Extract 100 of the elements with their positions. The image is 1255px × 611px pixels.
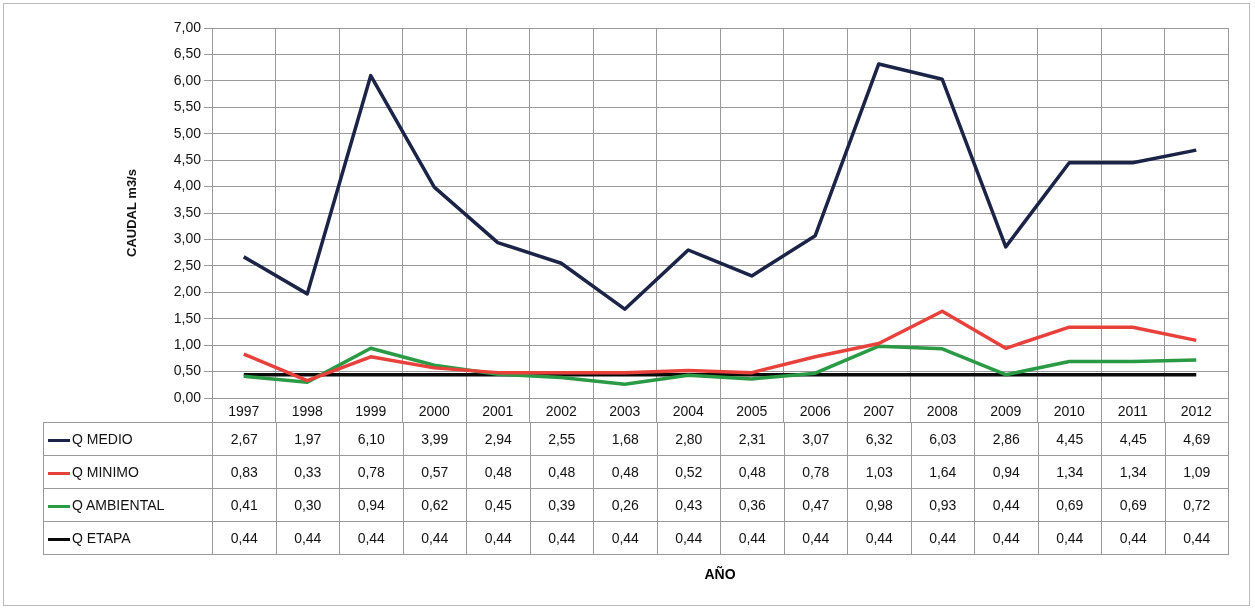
data-label: 0,44 — [1165, 521, 1229, 555]
data-label: 0,44 — [339, 521, 403, 555]
y-tick-label: 6,50 — [173, 45, 202, 62]
data-label: 0,48 — [530, 455, 594, 489]
y-tick-label: 5,00 — [173, 124, 202, 141]
x-tick-label: 2012 — [1180, 403, 1213, 420]
data-label: 0,30 — [276, 488, 340, 522]
x-tick-label: 2002 — [545, 403, 578, 420]
data-label: 0,69 — [1101, 488, 1165, 522]
data-label: 1,68 — [593, 422, 657, 456]
data-label: 0,44 — [403, 521, 467, 555]
data-label: 2,86 — [974, 422, 1038, 456]
data-label: 6,10 — [339, 422, 403, 456]
data-label: 0,45 — [466, 488, 530, 522]
data-label: 6,32 — [847, 422, 911, 456]
data-label: 4,45 — [1101, 422, 1165, 456]
data-label: 0,36 — [720, 488, 784, 522]
data-label: 0,52 — [657, 455, 721, 489]
legend-label: Q MEDIO — [43, 422, 213, 456]
data-label: 0,33 — [276, 455, 340, 489]
data-label: 1,64 — [911, 455, 975, 489]
data-label: 0,94 — [339, 488, 403, 522]
x-tick-label: 1997 — [228, 403, 260, 420]
data-label: 0,44 — [657, 521, 721, 555]
y-tick-label: 1,00 — [173, 336, 202, 352]
legend-label: Q MINIMO — [43, 455, 213, 489]
data-label: 0,48 — [593, 455, 657, 489]
legend-label: Q ETAPA — [43, 521, 213, 555]
data-label: 0,48 — [720, 455, 784, 489]
data-label: 0,44 — [974, 521, 1038, 555]
data-label: 0,39 — [530, 488, 594, 522]
data-label: 0,44 — [466, 521, 530, 555]
data-label: 0,44 — [847, 521, 911, 555]
data-label: 0,44 — [784, 521, 848, 555]
y-axis-title: CAUDAL m3/s — [124, 169, 140, 257]
y-tick-label: 1,50 — [173, 309, 202, 326]
data-label: 4,45 — [1038, 422, 1102, 456]
data-label: 0,47 — [784, 488, 848, 522]
data-label: 0,83 — [212, 455, 276, 489]
data-label: 0,78 — [784, 455, 848, 489]
x-tick-label: 2010 — [1053, 403, 1086, 420]
y-tick-label: 2,50 — [173, 256, 202, 273]
data-label: 0,44 — [1101, 521, 1165, 555]
data-label: 0,44 — [593, 521, 657, 555]
data-label: 6,03 — [911, 422, 975, 456]
y-tick-label: 2,00 — [173, 283, 202, 300]
data-label: 0,44 — [974, 488, 1038, 522]
data-label: 4,69 — [1165, 422, 1229, 456]
y-tick-label: 5,50 — [173, 98, 202, 115]
data-label: 2,94 — [466, 422, 530, 456]
data-label: 0,44 — [276, 521, 340, 555]
y-tick-label: 4,50 — [173, 151, 202, 167]
data-label: 1,34 — [1101, 455, 1165, 489]
x-tick-label: 2009 — [990, 403, 1022, 420]
data-label: 1,97 — [276, 422, 340, 456]
data-label: 1,03 — [847, 455, 911, 489]
data-label: 0,57 — [403, 455, 467, 489]
x-tick-label: 2006 — [799, 403, 832, 420]
x-tick-label: 2004 — [672, 403, 705, 420]
y-tick-label: 6,00 — [173, 71, 202, 88]
y-tick-label: 0,50 — [173, 362, 202, 379]
data-label: 2,55 — [530, 422, 594, 456]
data-label: 0,43 — [657, 488, 721, 522]
x-tick-label: 2011 — [1117, 403, 1149, 420]
y-tick-label: 4,00 — [173, 177, 202, 194]
data-label: 0,48 — [466, 455, 530, 489]
data-label: 0,26 — [593, 488, 657, 522]
data-label: 0,98 — [847, 488, 911, 522]
data-label: 2,80 — [657, 422, 721, 456]
data-label: 0,44 — [212, 521, 276, 555]
data-label: 2,67 — [212, 422, 276, 456]
data-label: 0,44 — [530, 521, 594, 555]
x-tick-label: 2005 — [736, 403, 768, 420]
text: AÑO — [703, 566, 737, 582]
legend-label: Q AMBIENTAL — [43, 488, 213, 522]
data-label: 0,44 — [1038, 521, 1102, 555]
x-tick-label: 2000 — [418, 403, 451, 420]
data-label: 0,44 — [720, 521, 784, 555]
data-label: 0,72 — [1165, 488, 1229, 522]
data-label: 0,78 — [339, 455, 403, 489]
data-label: 0,44 — [911, 521, 975, 555]
data-label: 3,99 — [403, 422, 467, 456]
data-label: 1,34 — [1038, 455, 1102, 489]
x-tick-label: 2007 — [863, 403, 895, 420]
x-tick-label: 2003 — [609, 403, 641, 420]
y-tick-label: 0,00 — [173, 388, 202, 405]
data-label: 0,41 — [212, 488, 276, 522]
data-label: 1,09 — [1165, 455, 1229, 489]
x-tick-label: 2008 — [926, 403, 959, 420]
y-tick-label: 3,50 — [173, 203, 202, 220]
data-label: 0,94 — [974, 455, 1038, 489]
data-label: 0,69 — [1038, 488, 1102, 522]
data-label: 2,31 — [720, 422, 784, 456]
y-tick-label: 7,00 — [173, 18, 202, 35]
x-tick-label: 2001 — [482, 403, 514, 420]
x-tick-label: 1999 — [355, 403, 387, 420]
y-tick-label: 3,00 — [173, 230, 202, 247]
data-label: 3,07 — [784, 422, 848, 456]
x-tick-label: 1998 — [291, 403, 324, 420]
data-label: 0,93 — [911, 488, 975, 522]
